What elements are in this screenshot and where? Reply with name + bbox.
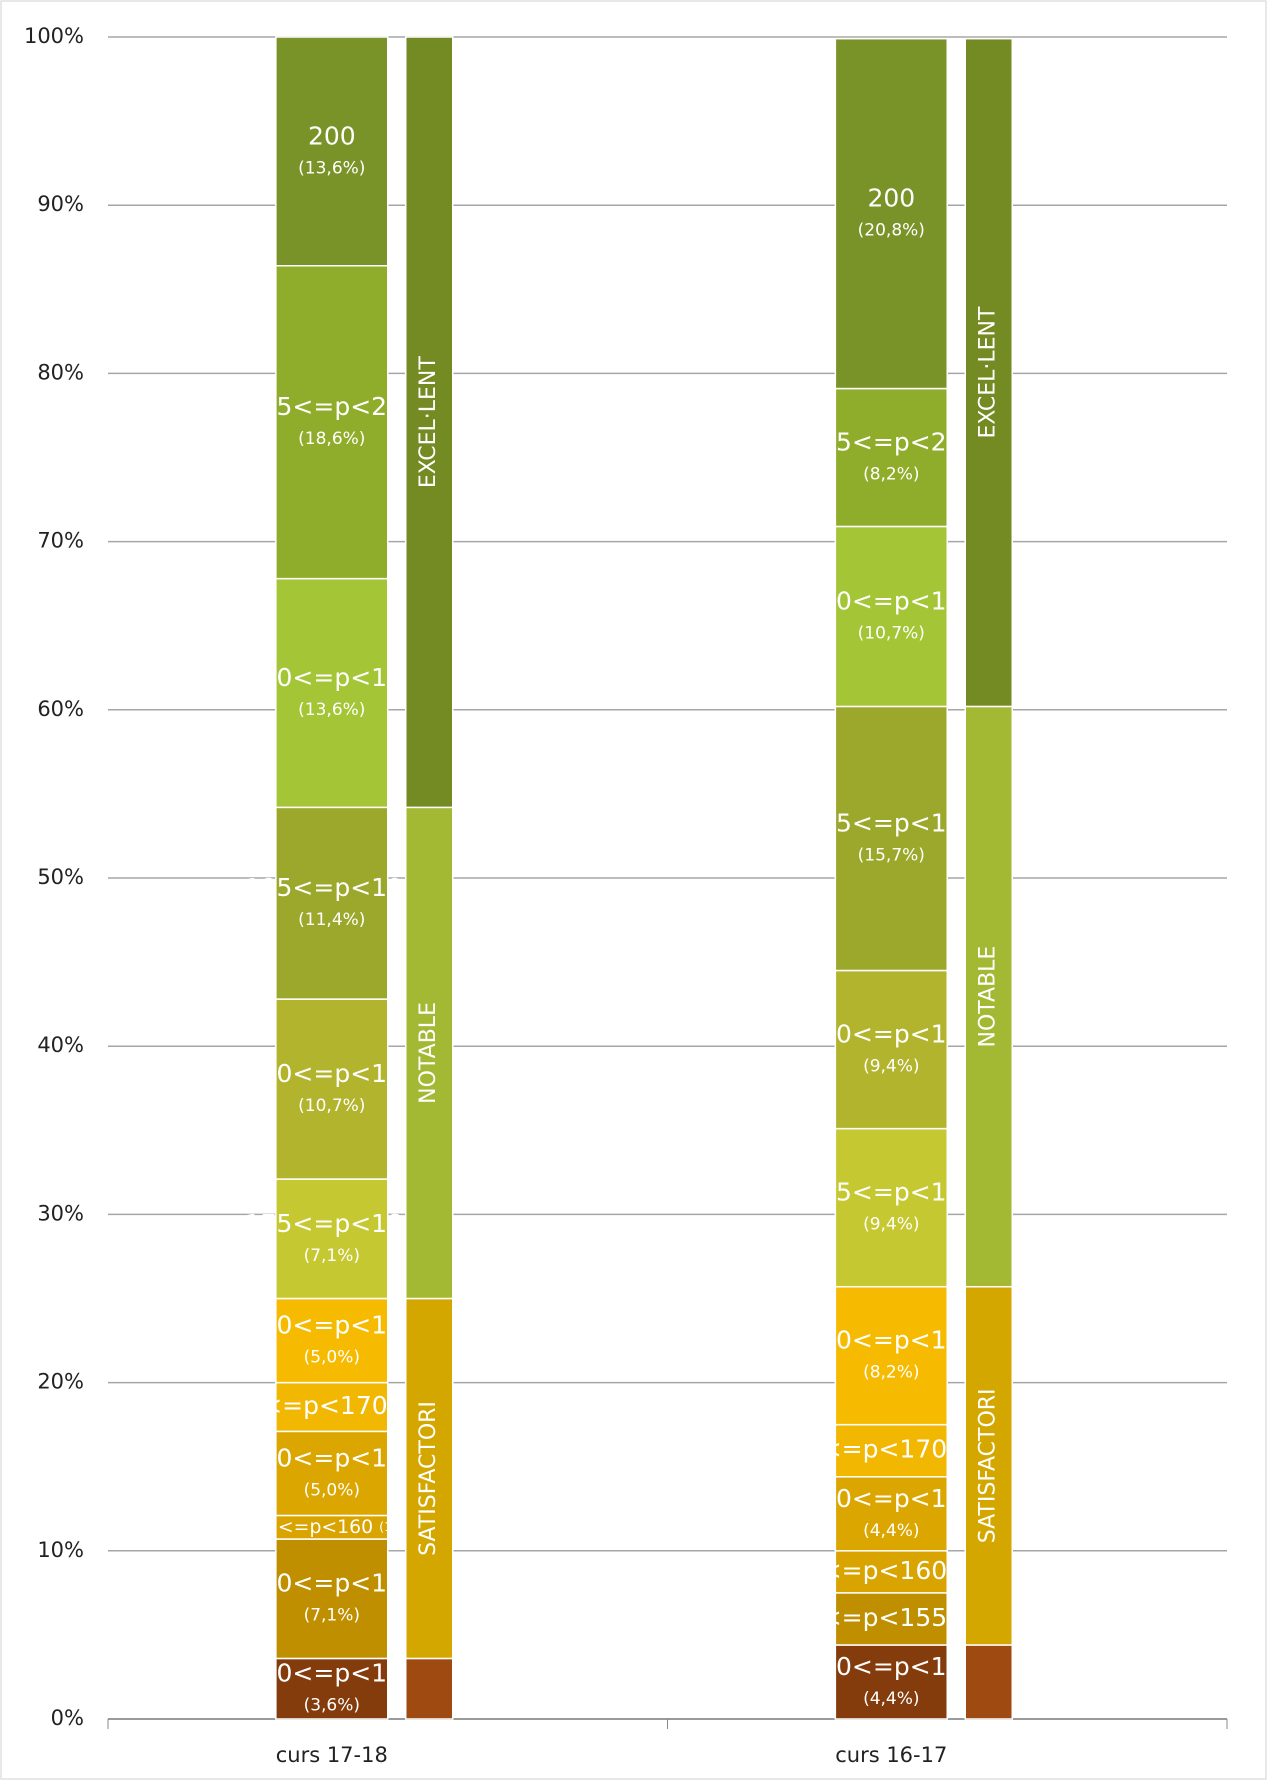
segment-name: 180<=p<185 bbox=[245, 1059, 419, 1088]
x-tick-label: curs 16-17 bbox=[835, 1743, 947, 1767]
bar-segment bbox=[834, 1592, 948, 1646]
value-label: (10,7%) bbox=[858, 623, 925, 643]
y-tick-label: 10% bbox=[37, 1538, 84, 1562]
bar-segment bbox=[834, 1285, 948, 1426]
value-label: (8,2%) bbox=[863, 465, 919, 485]
group-band bbox=[405, 1657, 454, 1720]
group-band bbox=[964, 37, 1013, 708]
segment-name: 200 bbox=[308, 121, 356, 150]
group-band bbox=[405, 36, 454, 809]
segment-name: 100<=p<150 bbox=[804, 1652, 978, 1681]
group-label: NOTABLE bbox=[416, 1002, 441, 1104]
bar-segment bbox=[275, 577, 389, 809]
bar-segment bbox=[275, 36, 389, 267]
bar-segment bbox=[275, 1381, 389, 1433]
value-label: (20,8%) bbox=[858, 221, 925, 241]
value-label: (15,7%) bbox=[858, 845, 925, 865]
bar-segment bbox=[834, 969, 948, 1130]
y-tick-label: 60% bbox=[37, 697, 84, 721]
segment-name: 190<=p<195 bbox=[804, 586, 978, 615]
segment-name: 150<=p<155 bbox=[245, 1569, 419, 1598]
segment-name: 185<=p<190 bbox=[245, 873, 419, 902]
segment-name: 150<=p<155 bbox=[773, 1603, 947, 1632]
y-tick-label: 30% bbox=[37, 1201, 84, 1225]
value-label: (4,4%) bbox=[863, 1521, 919, 1541]
segment-name: 160<=p<165 bbox=[804, 1484, 978, 1513]
x-tick-label: curs 17-18 bbox=[276, 1743, 388, 1767]
group-band bbox=[964, 1644, 1013, 1720]
value-label: (7,1%) bbox=[304, 1246, 360, 1266]
bar-segment bbox=[834, 37, 948, 390]
bar-segment bbox=[275, 806, 389, 1000]
value-label: (10,7%) bbox=[298, 1096, 365, 1116]
group-label: NOTABLE bbox=[976, 946, 1001, 1048]
segment-name: 100<=p<150 bbox=[245, 1659, 419, 1688]
segment-name: 165<=p<170 bbox=[773, 1435, 947, 1464]
segment-name: 175<=p<180 bbox=[245, 1209, 419, 1238]
value-label: (3,6%) bbox=[304, 1696, 360, 1716]
bar-segment bbox=[834, 1644, 948, 1720]
bar-segment bbox=[275, 998, 389, 1180]
y-tick-label: 70% bbox=[37, 529, 84, 553]
segment-name: 155<=p<160 bbox=[773, 1556, 947, 1585]
segment-name: 155<=p<160 bbox=[242, 1517, 373, 1538]
group-band bbox=[964, 1285, 1013, 1646]
segment-name: 165<=p<170 bbox=[213, 1391, 387, 1420]
bar-segment bbox=[275, 1178, 389, 1300]
segment-name: 160<=p<165 bbox=[245, 1443, 419, 1472]
value-label: (13,6%) bbox=[298, 158, 365, 178]
group-label: EXCEL·LENT bbox=[976, 306, 1001, 438]
y-tick-label: 40% bbox=[37, 1033, 84, 1057]
segment-name: 170<=p<175 bbox=[245, 1311, 419, 1340]
value-label: (9,4%) bbox=[863, 1215, 919, 1235]
segment-name: 185<=p<190 bbox=[804, 808, 978, 837]
segment-name: 195<=p<200 bbox=[804, 428, 978, 457]
group-label: SATISFACTORI bbox=[976, 1388, 1001, 1543]
segment-name: 190<=p<195 bbox=[245, 663, 419, 692]
value-label: (8,2%) bbox=[863, 1363, 919, 1383]
segment-name: 175<=p<180 bbox=[804, 1178, 978, 1207]
bar-segment bbox=[834, 1423, 948, 1478]
bar-segment bbox=[834, 1476, 948, 1552]
value-label: (9,4%) bbox=[863, 1057, 919, 1077]
value-label: (4,4%) bbox=[863, 1689, 919, 1709]
bar-segment bbox=[834, 705, 948, 972]
y-tick-label: 20% bbox=[37, 1370, 84, 1394]
segment-name: 200 bbox=[867, 184, 915, 213]
bar-segment bbox=[834, 1550, 948, 1594]
bar-segment bbox=[275, 265, 389, 580]
bar-segment bbox=[834, 1127, 948, 1288]
y-tick-label: 90% bbox=[37, 192, 84, 216]
segment-name: 180<=p<185 bbox=[804, 1020, 978, 1049]
y-tick-label: 0% bbox=[51, 1706, 84, 1730]
value-label: (11,4%) bbox=[298, 910, 365, 930]
group-label: SATISFACTORI bbox=[416, 1401, 441, 1556]
y-tick-label: 80% bbox=[37, 360, 84, 384]
bar-segment bbox=[275, 1657, 389, 1720]
bar-segment bbox=[275, 1430, 389, 1517]
value-label: (13,6%) bbox=[298, 700, 365, 720]
group-band bbox=[405, 1297, 454, 1660]
value-label: (7,1%) bbox=[304, 1606, 360, 1626]
segment-name: 170<=p<175 bbox=[804, 1326, 978, 1355]
value-label: (5,0%) bbox=[304, 1348, 360, 1368]
value-label: (5,0%) bbox=[304, 1480, 360, 1500]
bar-segment bbox=[275, 1297, 389, 1384]
bar-segment bbox=[834, 387, 948, 528]
bar-segment bbox=[834, 525, 948, 708]
segment-name: 195<=p<200 bbox=[245, 392, 419, 421]
y-tick-label: 100% bbox=[24, 24, 84, 48]
y-tick-label: 50% bbox=[37, 865, 84, 889]
bar-segment bbox=[275, 1538, 389, 1660]
value-label: (18,6%) bbox=[298, 429, 365, 449]
group-label: EXCEL·LENT bbox=[416, 356, 441, 488]
